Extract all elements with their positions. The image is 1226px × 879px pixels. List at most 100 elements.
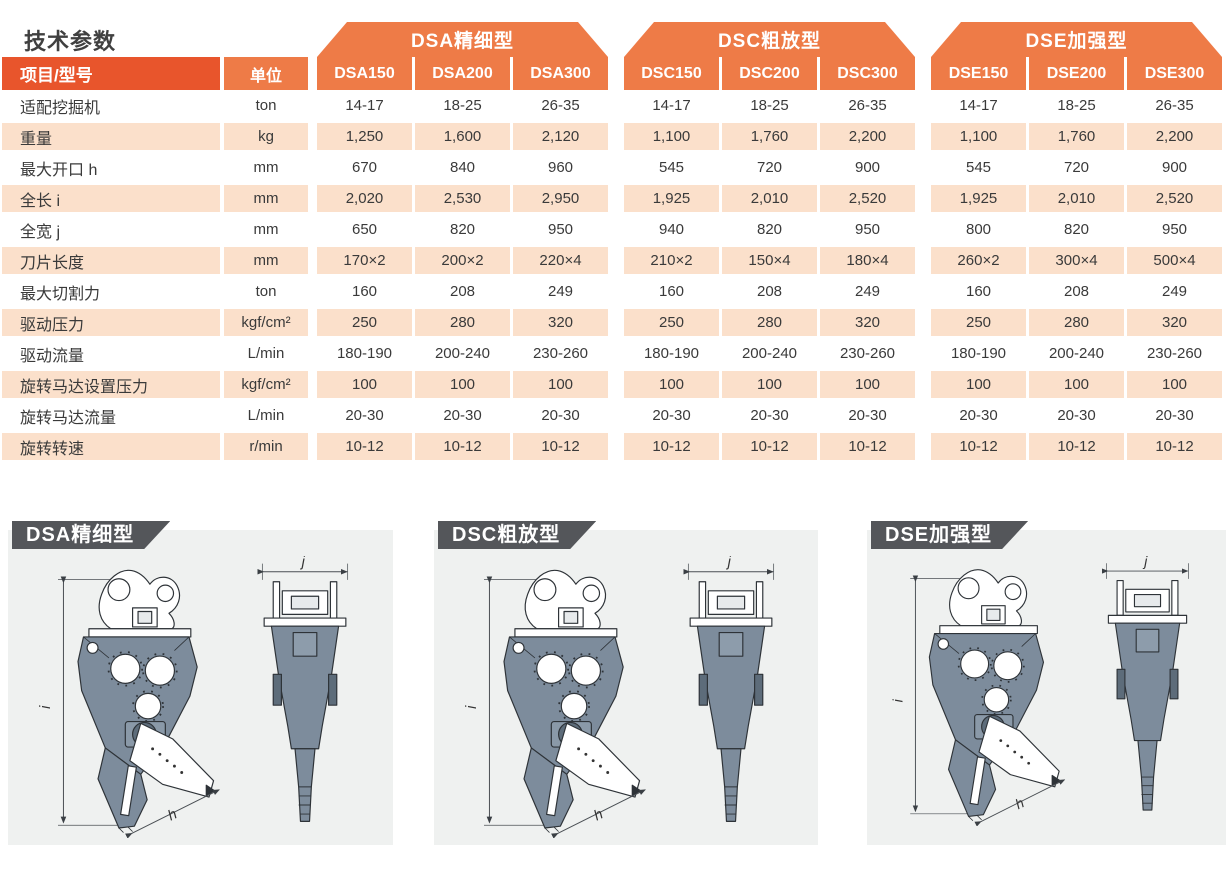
corner-header: 项目/型号: [2, 57, 220, 90]
model-header-dsa200: DSA200: [415, 57, 510, 90]
row-value: 800: [965, 221, 992, 238]
row-value: 950: [854, 221, 881, 238]
table-row: 驱动压力 kgf/cm² 250 280 320 250 280 320 250 280 320: [2, 307, 1225, 338]
row-value: 220×4: [513, 245, 608, 276]
row-unit: kg: [224, 121, 308, 152]
row-value: 1,100: [931, 121, 1026, 152]
group-gap: [608, 22, 624, 57]
row-value: 250: [317, 307, 412, 338]
row-value: 1,760: [1029, 121, 1124, 152]
row-value: 720: [1063, 159, 1090, 176]
front-view-drawing: [1091, 556, 1204, 826]
table-row: 最大切割力 ton 160 208 249 160 208 249 160 208 249: [2, 276, 1225, 307]
panel-banner: DSC粗放型: [438, 521, 596, 549]
row-value: 720: [756, 159, 783, 176]
table-row: 最大开口 h mm 670 840 960 545 720 900 545 720 900: [2, 152, 1225, 183]
row-value: 820: [1063, 221, 1090, 238]
row-value: 2,530: [415, 183, 510, 214]
row-value: 545: [965, 159, 992, 176]
row-value: 2,010: [1029, 183, 1124, 214]
row-value: 208: [1063, 283, 1090, 300]
side-view-drawing: [463, 556, 656, 838]
drawing-panel-dsc: DSC粗放型: [434, 530, 818, 845]
row-value: 940: [658, 221, 685, 238]
drawing-views: [867, 530, 1226, 826]
row-value: 20-30: [1155, 407, 1194, 424]
row-value: 150×4: [722, 245, 817, 276]
model-header-dse300: DSE300: [1127, 57, 1222, 90]
row-item-label: 全宽 j: [20, 223, 61, 241]
group-header-dse: DSE加强型: [931, 22, 1222, 57]
row-value: 260×2: [931, 245, 1026, 276]
row-value: 26-35: [1155, 97, 1194, 114]
row-value: 320: [1127, 307, 1222, 338]
row-value: 100: [722, 369, 817, 400]
group-header-dsa: DSA精细型: [317, 22, 608, 57]
model-header-dsc150: DSC150: [624, 57, 719, 90]
row-value: 100: [415, 369, 510, 400]
unit-header: 单位: [224, 57, 308, 90]
row-value: 230-260: [532, 345, 589, 362]
row-value: 100: [317, 369, 412, 400]
row-unit: mm: [224, 183, 308, 214]
row-value: 20-30: [652, 407, 691, 424]
row-value: 10-12: [624, 431, 719, 462]
row-value: 20-30: [848, 407, 887, 424]
row-value: 280: [415, 307, 510, 338]
row-value: 960: [547, 159, 574, 176]
row-value: 20-30: [959, 407, 998, 424]
row-value: 2,950: [513, 183, 608, 214]
row-value: 200×2: [415, 245, 510, 276]
row-value: 545: [658, 159, 685, 176]
row-value: 2,520: [1127, 183, 1222, 214]
model-header-dsa300: DSA300: [513, 57, 608, 90]
table-row: 刀片长度 mm 170×2 200×2 220×4 210×2 150×4 180×4 260×…: [2, 245, 1225, 276]
row-item-label: 适配挖掘机: [20, 99, 101, 117]
row-value: 249: [1161, 283, 1188, 300]
row-value: 100: [820, 369, 915, 400]
row-item-label: 全长 i: [2, 183, 220, 214]
table-row: 全长 i mm 2,020 2,530 2,950 1,925 2,010 2,520 1,92…: [2, 183, 1225, 214]
row-value: 170×2: [317, 245, 412, 276]
row-value: 250: [624, 307, 719, 338]
row-value: 840: [449, 159, 476, 176]
row-value: 650: [351, 221, 378, 238]
row-value: 160: [658, 283, 685, 300]
row-unit: L/min: [247, 345, 285, 362]
row-value: 1,925: [624, 183, 719, 214]
row-value: 1,250: [317, 121, 412, 152]
model-header-dsc300: DSC300: [820, 57, 915, 90]
row-item-label: 驱动流量: [20, 347, 85, 365]
row-value: 20-30: [345, 407, 384, 424]
row-value: 20-30: [443, 407, 482, 424]
row-value: 20-30: [750, 407, 789, 424]
row-value: 14-17: [652, 97, 691, 114]
row-value: 2,200: [820, 121, 915, 152]
row-item-label: 旋转转速: [2, 431, 220, 462]
row-unit: L/min: [247, 407, 285, 424]
row-value: 100: [513, 369, 608, 400]
model-header-dse200: DSE200: [1029, 57, 1124, 90]
row-value: 500×4: [1127, 245, 1222, 276]
row-value: 180-190: [643, 345, 700, 362]
side-view-drawing: [890, 556, 1075, 826]
row-value: 320: [820, 307, 915, 338]
row-value: 670: [351, 159, 378, 176]
row-value: 300×4: [1029, 245, 1124, 276]
row-value: 200-240: [434, 345, 491, 362]
row-value: 2,120: [513, 121, 608, 152]
table-row: 旋转马达流量 L/min 20-30 20-30 20-30 20-30 20-30 20-3…: [2, 400, 1225, 431]
row-value: 950: [547, 221, 574, 238]
drawing-panel-dse: DSE加强型: [867, 530, 1226, 845]
row-value: 200-240: [1048, 345, 1105, 362]
table-row: 全宽 j mm 650 820 950 940 820 950 800 820 950: [2, 214, 1225, 245]
row-value: 18-25: [750, 97, 789, 114]
panel-banner: DSA精细型: [12, 521, 170, 549]
row-value: 280: [722, 307, 817, 338]
row-value: 20-30: [541, 407, 580, 424]
drawing-views: [434, 530, 818, 838]
row-value: 320: [513, 307, 608, 338]
table-row: 旋转转速 r/min 10-12 10-12 10-12 10-12 10-12 10-12 1…: [2, 431, 1225, 462]
row-value: 100: [1127, 369, 1222, 400]
table-row: 适配挖掘机 ton 14-17 18-25 26-35 14-17 18-25 26-35 14…: [2, 90, 1225, 121]
